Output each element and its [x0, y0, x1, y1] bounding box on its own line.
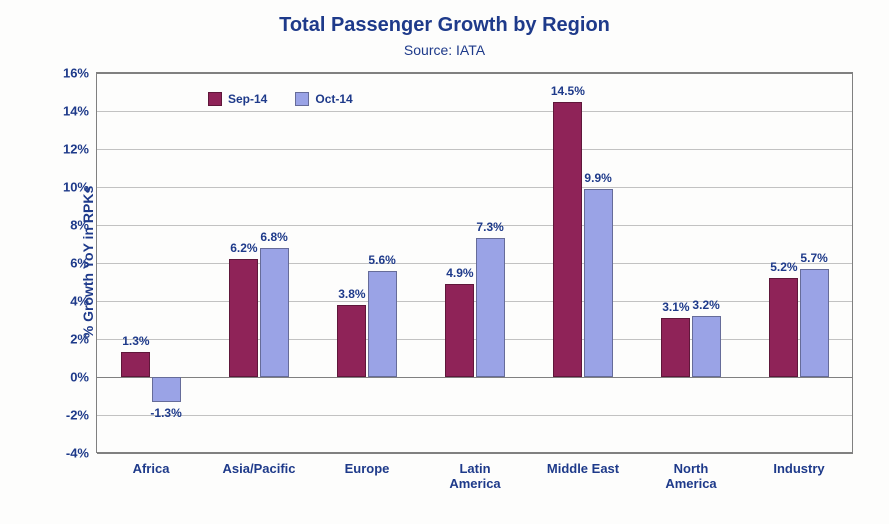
bar-value-label: 3.8% [338, 287, 365, 301]
y-tick-label: 12% [63, 142, 97, 157]
bar [476, 238, 505, 377]
chart-subtitle: Source: IATA [0, 42, 889, 58]
bar-value-label: 6.2% [230, 241, 257, 255]
gridline [97, 149, 853, 150]
y-tick-label: 4% [70, 294, 97, 309]
bar [260, 248, 289, 377]
x-category-label: Asia/Pacific [223, 453, 296, 476]
bar-value-label: 5.7% [800, 251, 827, 265]
bar [152, 377, 181, 402]
bar-value-label: 9.9% [584, 171, 611, 185]
plot-area: -4%-2%0%2%4%6%8%10%12%14%16%Africa1.3%-1… [96, 72, 853, 453]
bar [229, 259, 258, 377]
chart-title: Total Passenger Growth by Region [0, 14, 889, 37]
y-tick-label: 0% [70, 370, 97, 385]
x-category-label: North America [665, 453, 716, 491]
bar [661, 318, 690, 377]
bar [337, 305, 366, 377]
bar-value-label: 3.2% [692, 298, 719, 312]
x-category-label: Industry [773, 453, 824, 476]
bar-value-label: 6.8% [260, 230, 287, 244]
legend-item: Sep-14 [208, 92, 267, 106]
plot-right-border [852, 73, 853, 453]
legend-item: Oct-14 [295, 92, 352, 106]
gridline [97, 73, 853, 74]
y-tick-label: 2% [70, 332, 97, 347]
bar-value-label: 3.1% [662, 300, 689, 314]
legend-swatch [295, 92, 309, 106]
x-category-label: Latin America [449, 453, 500, 491]
bar-value-label: -1.3% [150, 406, 181, 420]
y-tick-label: -4% [66, 446, 97, 461]
legend-label: Sep-14 [228, 92, 267, 106]
y-tick-label: -2% [66, 408, 97, 423]
y-tick-label: 16% [63, 66, 97, 81]
gridline [97, 377, 853, 378]
bar-value-label: 7.3% [476, 220, 503, 234]
bar-value-label: 4.9% [446, 266, 473, 280]
bar-value-label: 1.3% [122, 334, 149, 348]
bar [445, 284, 474, 377]
x-category-label: Africa [133, 453, 170, 476]
y-tick-label: 10% [63, 180, 97, 195]
bar [121, 352, 150, 377]
bar-value-label: 5.6% [368, 253, 395, 267]
bar [368, 271, 397, 377]
gridline [97, 111, 853, 112]
bar-value-label: 5.2% [770, 260, 797, 274]
bar [769, 278, 798, 377]
legend: Sep-14 Oct-14 [208, 92, 353, 106]
y-tick-label: 8% [70, 218, 97, 233]
gridline [97, 225, 853, 226]
bar [584, 189, 613, 377]
x-category-label: Europe [345, 453, 390, 476]
bar-value-label: 14.5% [551, 84, 585, 98]
x-category-label: Middle East [547, 453, 619, 476]
gridline [97, 415, 853, 416]
legend-label: Oct-14 [315, 92, 352, 106]
legend-swatch [208, 92, 222, 106]
gridline [97, 187, 853, 188]
y-tick-label: 6% [70, 256, 97, 271]
bar [692, 316, 721, 377]
bar [553, 102, 582, 378]
y-tick-label: 14% [63, 104, 97, 119]
bar [800, 269, 829, 377]
chart-container: Total Passenger Growth by Region Source:… [0, 0, 889, 524]
